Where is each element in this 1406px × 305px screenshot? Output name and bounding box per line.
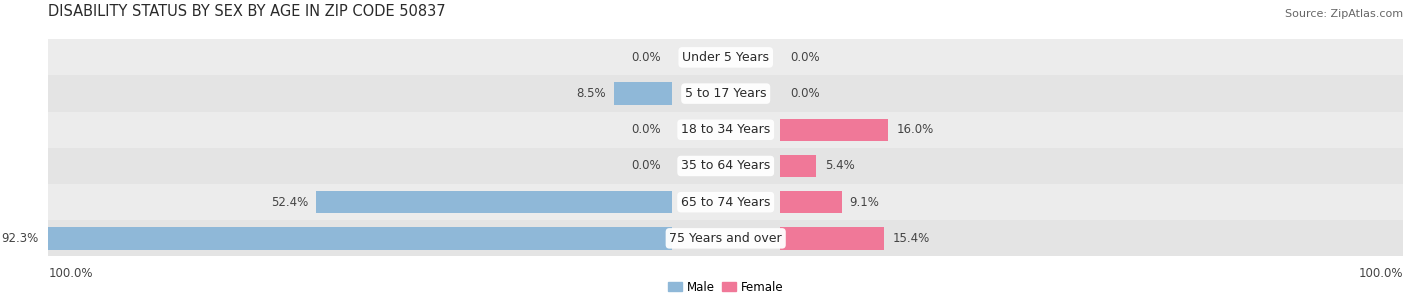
Bar [48,112,1403,148]
Bar [780,119,889,141]
Text: 65 to 74 Years: 65 to 74 Years [681,196,770,209]
Text: 52.4%: 52.4% [271,196,308,209]
Text: Under 5 Years: Under 5 Years [682,51,769,64]
Bar [614,82,672,105]
Text: 5 to 17 Years: 5 to 17 Years [685,87,766,100]
Text: 92.3%: 92.3% [1,232,38,245]
Bar [780,227,884,249]
Text: 0.0%: 0.0% [790,87,820,100]
Bar [316,191,672,214]
Bar [48,148,1403,184]
Legend: Male, Female: Male, Female [664,276,789,298]
Text: 100.0%: 100.0% [1358,267,1403,280]
Text: 75 Years and over: 75 Years and over [669,232,782,245]
Bar [48,184,1403,220]
Bar [780,191,842,214]
Text: 0.0%: 0.0% [790,51,820,64]
Text: 0.0%: 0.0% [631,123,661,136]
Text: 100.0%: 100.0% [48,267,93,280]
Text: DISABILITY STATUS BY SEX BY AGE IN ZIP CODE 50837: DISABILITY STATUS BY SEX BY AGE IN ZIP C… [48,4,446,20]
Text: 9.1%: 9.1% [849,196,880,209]
Text: 16.0%: 16.0% [897,123,934,136]
Bar [46,227,672,249]
Text: 0.0%: 0.0% [631,51,661,64]
Bar [780,155,817,177]
Bar [48,76,1403,112]
Text: 35 to 64 Years: 35 to 64 Years [681,160,770,173]
Text: 0.0%: 0.0% [631,160,661,173]
Bar [48,220,1403,257]
Bar [48,39,1403,76]
Text: Source: ZipAtlas.com: Source: ZipAtlas.com [1285,9,1403,20]
Text: 15.4%: 15.4% [893,232,929,245]
Text: 18 to 34 Years: 18 to 34 Years [681,123,770,136]
Text: 5.4%: 5.4% [825,160,855,173]
Text: 8.5%: 8.5% [576,87,606,100]
